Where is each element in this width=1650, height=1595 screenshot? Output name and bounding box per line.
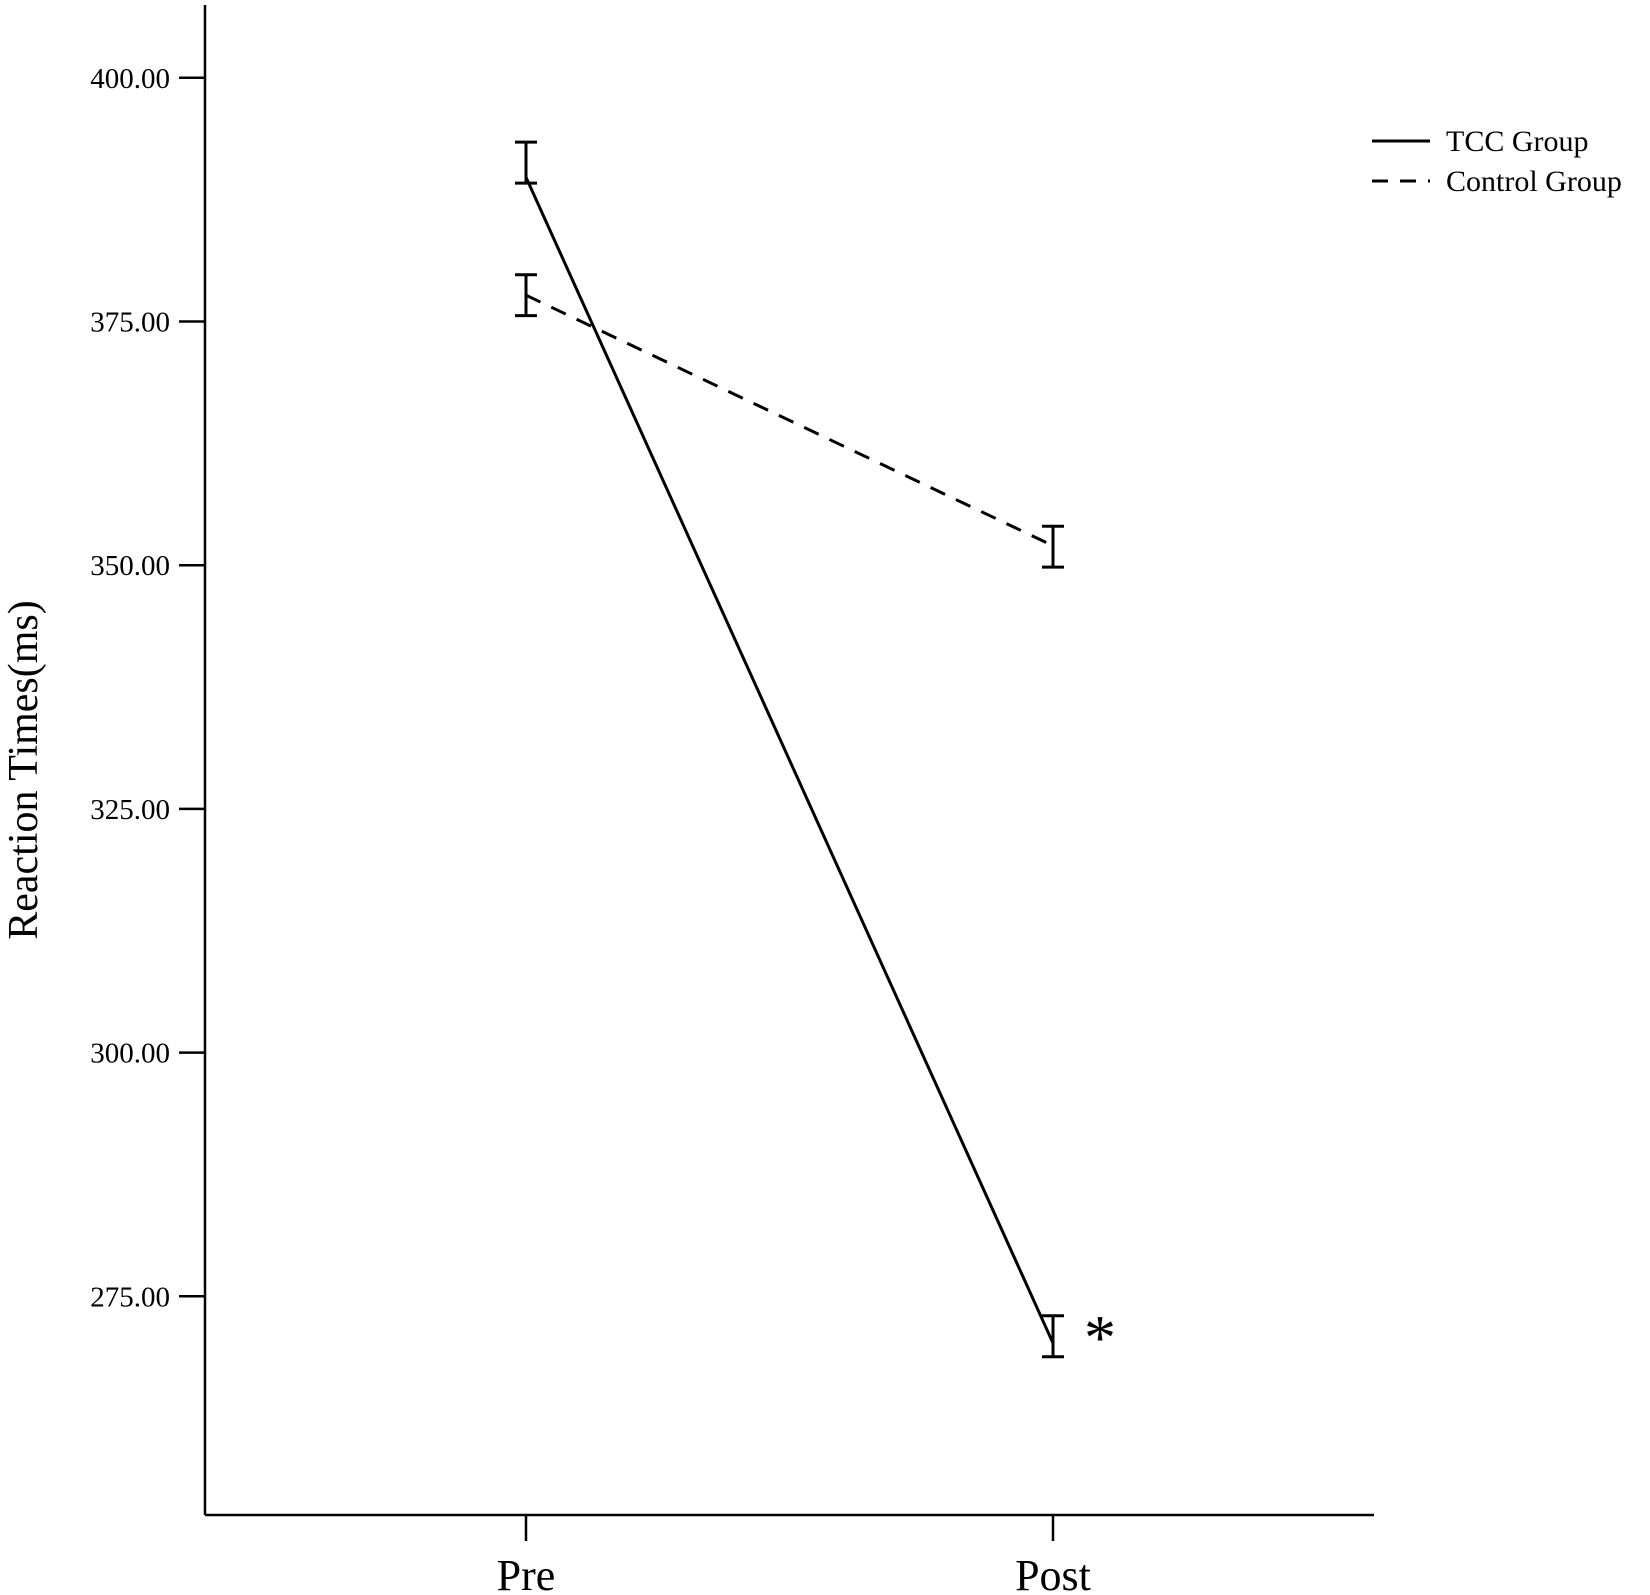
x-tick-label-post: Post bbox=[1015, 1551, 1091, 1595]
significance-asterisk: * bbox=[1084, 1302, 1116, 1373]
y-tick-label: 300.00 bbox=[90, 1038, 170, 1070]
error-bar bbox=[515, 140, 537, 185]
error-bar bbox=[1042, 524, 1064, 569]
y-tick-label: 325.00 bbox=[90, 794, 170, 826]
y-ticks: 275.00 300.00 325.00 350.00 375.00 400.00 Pre P… bbox=[90, 63, 1091, 1595]
y-tick-label: 375.00 bbox=[90, 307, 170, 339]
error-bar bbox=[515, 273, 537, 318]
x-tick-label-pre: Pre bbox=[497, 1551, 556, 1595]
series-line-tcc-group bbox=[524, 176, 1055, 1344]
legend: TCC Group Control Group bbox=[1372, 125, 1622, 198]
y-axis-title: Reaction Times(ms) bbox=[1, 600, 47, 940]
axes bbox=[203, 5, 1374, 1517]
legend-label: TCC Group bbox=[1446, 125, 1589, 158]
y-tick-label: 350.00 bbox=[90, 550, 170, 582]
legend-label: Control Group bbox=[1446, 165, 1622, 198]
series-line-control-group bbox=[525, 293, 1054, 548]
series-layer bbox=[515, 140, 1064, 1359]
error-bar bbox=[1042, 1314, 1064, 1359]
y-tick-label: 275.00 bbox=[90, 1281, 170, 1313]
y-tick-label: 400.00 bbox=[90, 63, 170, 95]
